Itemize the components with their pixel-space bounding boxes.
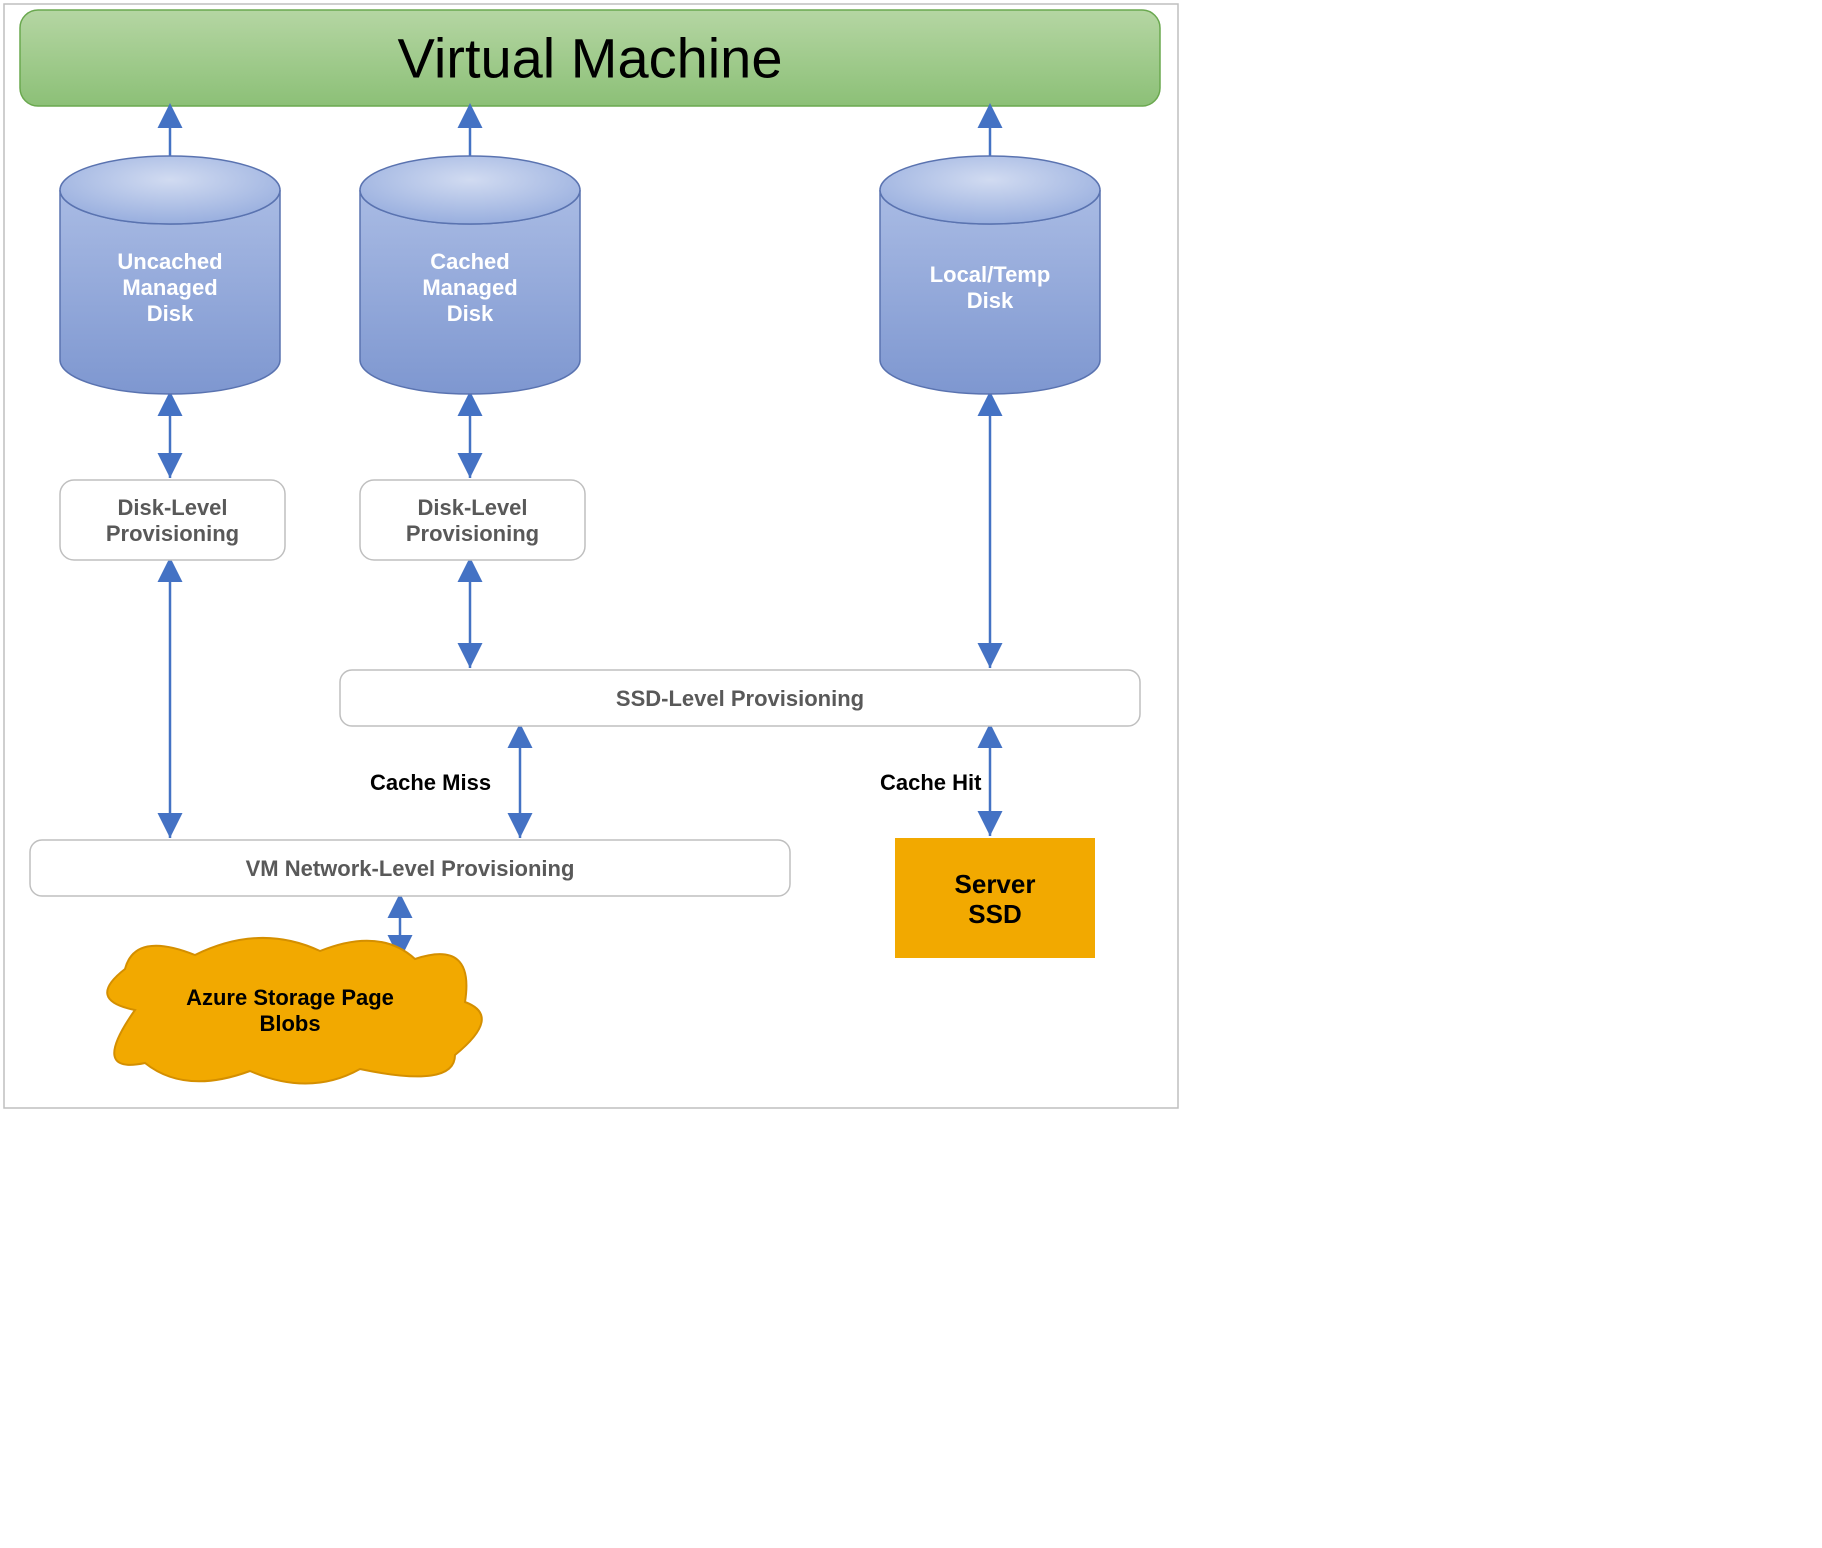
- box-ssd-prov: SSD-Level Provisioning: [340, 670, 1140, 726]
- box-disk-prov-1: Disk-LevelProvisioning: [60, 480, 285, 560]
- cloud-azure-storage: Azure Storage PageBlobs: [107, 938, 482, 1084]
- label-cache-hit: Cache Hit: [880, 770, 982, 795]
- box-disk-prov-2: Disk-LevelProvisioning: [360, 480, 585, 560]
- cylinder-uncached: UncachedManagedDisk: [60, 156, 280, 394]
- box-label-disk-prov-2: Disk-LevelProvisioning: [406, 495, 539, 546]
- box-vm-net-prov: VM Network-Level Provisioning: [30, 840, 790, 896]
- cylinder-local: Local/TempDisk: [880, 156, 1100, 394]
- box-label-disk-prov-1: Disk-LevelProvisioning: [106, 495, 239, 546]
- server-ssd: ServerSSD: [895, 838, 1095, 958]
- cylinder-cached: CachedManagedDisk: [360, 156, 580, 394]
- box-label-vm-net-prov: VM Network-Level Provisioning: [246, 856, 575, 881]
- box-label-ssd-prov: SSD-Level Provisioning: [616, 686, 864, 711]
- label-cache-miss: Cache Miss: [370, 770, 491, 795]
- title-text: Virtual Machine: [398, 27, 783, 90]
